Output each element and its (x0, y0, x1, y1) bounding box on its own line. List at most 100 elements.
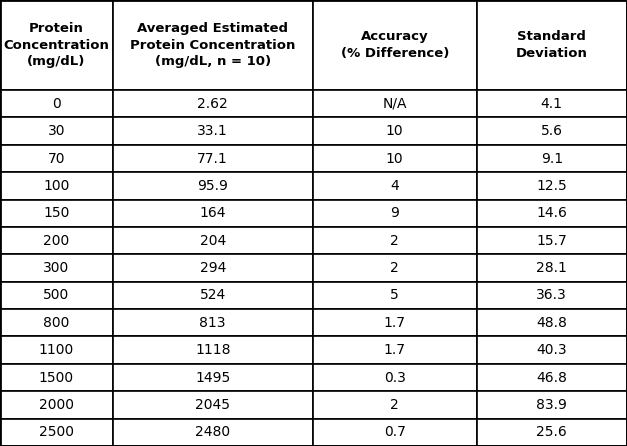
Text: 524: 524 (199, 289, 226, 302)
Bar (477, 282, 627, 309)
Text: 30: 30 (48, 124, 65, 138)
Bar (477, 419, 627, 446)
Text: 300: 300 (43, 261, 70, 275)
Text: 204: 204 (199, 234, 226, 248)
Text: 1500: 1500 (39, 371, 74, 384)
Text: 15.7: 15.7 (536, 234, 567, 248)
Text: 25.6: 25.6 (536, 425, 567, 439)
Bar (313, 227, 477, 254)
Text: 70: 70 (48, 152, 65, 165)
Text: 2: 2 (391, 261, 399, 275)
Text: 1.7: 1.7 (384, 343, 406, 357)
Bar (477, 172, 627, 200)
Text: 2: 2 (391, 234, 399, 248)
Text: 9: 9 (390, 206, 399, 220)
Bar (313, 117, 477, 145)
Bar (477, 117, 627, 145)
Text: 95.9: 95.9 (198, 179, 228, 193)
Bar (313, 419, 477, 446)
Text: 2000: 2000 (39, 398, 74, 412)
Bar (0, 282, 113, 309)
Bar (313, 309, 477, 336)
Text: 10: 10 (386, 124, 404, 138)
Bar (477, 254, 627, 282)
Text: 12.5: 12.5 (536, 179, 567, 193)
Bar (0, 227, 113, 254)
Text: 0: 0 (52, 97, 61, 111)
Text: 1100: 1100 (39, 343, 74, 357)
Text: 813: 813 (199, 316, 226, 330)
Bar (113, 200, 313, 227)
Bar (113, 0, 313, 90)
Text: 294: 294 (199, 261, 226, 275)
Text: 800: 800 (43, 316, 70, 330)
Text: 150: 150 (43, 206, 70, 220)
Text: 4.1: 4.1 (540, 97, 563, 111)
Bar (0, 172, 113, 200)
Text: 2.62: 2.62 (198, 97, 228, 111)
Bar (477, 227, 627, 254)
Text: 33.1: 33.1 (198, 124, 228, 138)
Bar (0, 200, 113, 227)
Text: 2500: 2500 (39, 425, 74, 439)
Bar (113, 336, 313, 364)
Bar (477, 145, 627, 172)
Bar (0, 145, 113, 172)
Bar (313, 282, 477, 309)
Bar (313, 90, 477, 117)
Bar (113, 364, 313, 391)
Bar (0, 90, 113, 117)
Text: Accuracy
(% Difference): Accuracy (% Difference) (340, 30, 449, 60)
Bar (113, 90, 313, 117)
Text: 9.1: 9.1 (540, 152, 563, 165)
Bar (313, 145, 477, 172)
Text: 5: 5 (391, 289, 399, 302)
Bar (0, 254, 113, 282)
Bar (113, 145, 313, 172)
Text: 1495: 1495 (195, 371, 230, 384)
Bar (313, 336, 477, 364)
Bar (313, 364, 477, 391)
Bar (113, 309, 313, 336)
Bar (477, 364, 627, 391)
Text: 200: 200 (43, 234, 70, 248)
Bar (113, 227, 313, 254)
Text: 36.3: 36.3 (536, 289, 567, 302)
Text: 46.8: 46.8 (536, 371, 567, 384)
Text: 1118: 1118 (195, 343, 231, 357)
Text: Standard
Deviation: Standard Deviation (516, 30, 587, 60)
Bar (477, 391, 627, 419)
Bar (113, 419, 313, 446)
Bar (0, 391, 113, 419)
Text: 100: 100 (43, 179, 70, 193)
Text: 10: 10 (386, 152, 404, 165)
Bar (477, 0, 627, 90)
Bar (113, 172, 313, 200)
Text: 4: 4 (391, 179, 399, 193)
Text: 1.7: 1.7 (384, 316, 406, 330)
Bar (313, 254, 477, 282)
Bar (0, 419, 113, 446)
Text: 83.9: 83.9 (536, 398, 567, 412)
Text: 28.1: 28.1 (536, 261, 567, 275)
Text: 2045: 2045 (195, 398, 230, 412)
Text: 77.1: 77.1 (198, 152, 228, 165)
Text: 14.6: 14.6 (536, 206, 567, 220)
Text: 500: 500 (43, 289, 70, 302)
Text: 0.3: 0.3 (384, 371, 406, 384)
Bar (0, 117, 113, 145)
Text: 164: 164 (199, 206, 226, 220)
Text: 2: 2 (391, 398, 399, 412)
Text: Protein
Concentration
(mg/dL): Protein Concentration (mg/dL) (3, 22, 109, 68)
Bar (477, 90, 627, 117)
Text: 2480: 2480 (195, 425, 230, 439)
Bar (313, 391, 477, 419)
Bar (477, 336, 627, 364)
Text: N/A: N/A (382, 97, 407, 111)
Bar (313, 0, 477, 90)
Bar (0, 0, 113, 90)
Text: 5.6: 5.6 (540, 124, 563, 138)
Text: Averaged Estimated
Protein Concentration
(mg/dL, n = 10): Averaged Estimated Protein Concentration… (130, 22, 295, 68)
Bar (113, 254, 313, 282)
Text: 48.8: 48.8 (536, 316, 567, 330)
